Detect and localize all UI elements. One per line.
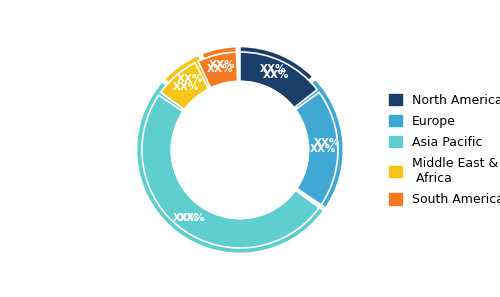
Text: XX%: XX%: [260, 64, 286, 75]
Text: XX%: XX%: [263, 70, 289, 80]
Wedge shape: [202, 47, 237, 84]
Wedge shape: [198, 52, 237, 88]
Text: XX%: XX%: [172, 213, 199, 223]
Text: XX%: XX%: [172, 82, 199, 92]
Circle shape: [172, 81, 308, 219]
Text: XX%: XX%: [310, 143, 336, 154]
Wedge shape: [296, 92, 338, 205]
Wedge shape: [142, 95, 319, 248]
Text: XX%: XX%: [209, 60, 236, 70]
Wedge shape: [240, 52, 317, 108]
Text: XX%: XX%: [207, 64, 234, 74]
Wedge shape: [240, 47, 313, 100]
Wedge shape: [292, 79, 344, 208]
Legend: North America, Europe, Asia Pacific, Middle East &
 Africa, South America: North America, Europe, Asia Pacific, Mid…: [386, 90, 500, 210]
Text: XX%: XX%: [179, 213, 206, 223]
Text: XX%: XX%: [176, 74, 203, 84]
Wedge shape: [160, 63, 208, 110]
Text: XX%: XX%: [314, 138, 340, 148]
Wedge shape: [136, 82, 324, 253]
Wedge shape: [164, 55, 212, 102]
